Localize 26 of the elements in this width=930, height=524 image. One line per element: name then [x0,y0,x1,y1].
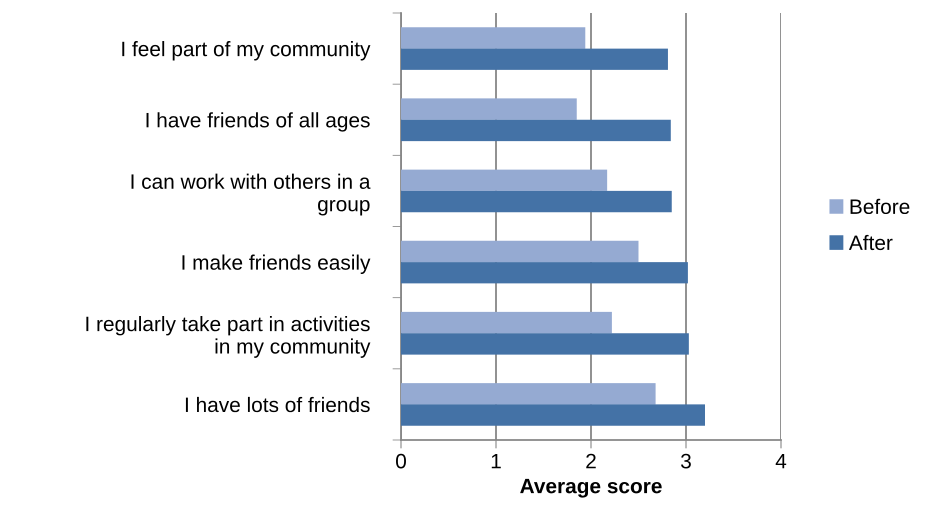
bar [401,27,586,49]
bar [401,240,638,262]
y-tick-label: I can work with others in a group [132,174,370,216]
bar [401,120,671,142]
y-tick-label: I make friends easily [182,254,370,274]
bar [401,48,668,70]
bar [401,170,608,191]
bar [401,383,656,404]
y-tick-label: I have lots of friends [186,396,370,412]
x-tick-label: 3 [681,454,691,468]
legend-label: Before [850,198,910,214]
x-tick-label: 1 [492,454,501,468]
bar [401,312,612,334]
x-tick-label: 4 [776,454,786,468]
legend-label: After [848,234,893,250]
bar [401,333,689,355]
bar [401,190,672,212]
y-tick-label: I regularly take part in activities in my community [86,316,370,358]
x-axis-title: Average score [520,478,662,498]
bar [401,404,705,426]
bar [401,98,577,120]
bar [401,262,688,284]
x-tick-label: 2 [586,454,596,468]
x-tick-label: 0 [396,454,406,468]
y-tick-label: I feel part of my community [122,41,370,60]
y-tick-label: I have friends of all ages [146,112,370,132]
